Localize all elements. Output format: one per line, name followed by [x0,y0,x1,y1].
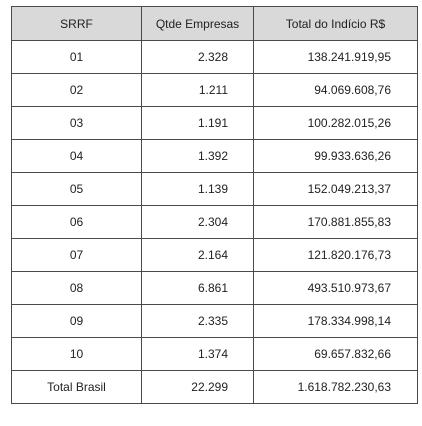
cell-total: 69.657.832,66 [253,337,418,371]
table-row: 10 1.374 69.657.832,66 [11,337,418,371]
table-container: SRRF Qtde Empresas Total do Indício R$ 0… [11,6,418,404]
cell-qtde: 2.328 [141,40,254,74]
table-total-row: Total Brasil 22.299 1.618.782.230,63 [11,370,418,404]
cell-srrf: 05 [11,172,142,206]
cell-qtde: 1.374 [141,337,254,371]
table-row: 07 2.164 121.820.176,73 [11,238,418,272]
table-row: 09 2.335 178.334.998,14 [11,304,418,338]
header-row: SRRF Qtde Empresas Total do Indício R$ [11,6,418,41]
cell-total: 152.049.213,37 [253,172,418,206]
cell-qtde: 1.139 [141,172,254,206]
cell-srrf: 10 [11,337,142,371]
cell-qtde: 1.392 [141,139,254,173]
cell-qtde: 2.335 [141,304,254,338]
cell-total: 138.241.919,95 [253,40,418,74]
table-row: 06 2.304 170.881.855,83 [11,205,418,239]
cell-srrf: 02 [11,73,142,107]
cell-total: 100.282.015,26 [253,106,418,140]
table-header: SRRF Qtde Empresas Total do Indício R$ [11,6,418,41]
cell-total: 94.069.608,76 [253,73,418,107]
header-qtde-empresas: Qtde Empresas [141,6,254,41]
cell-srrf: 08 [11,271,142,305]
cell-total-qtde: 22.299 [141,370,254,404]
cell-total-value: 1.618.782.230,63 [253,370,418,404]
cell-srrf: 06 [11,205,142,239]
cell-qtde: 2.304 [141,205,254,239]
table-row: 02 1.211 94.069.608,76 [11,73,418,107]
table-row: 08 6.861 493.510.973,67 [11,271,418,305]
cell-srrf: 04 [11,139,142,173]
cell-qtde: 1.211 [141,73,254,107]
table-row: 05 1.139 152.049.213,37 [11,172,418,206]
srrf-table: SRRF Qtde Empresas Total do Indício R$ 0… [11,6,418,404]
cell-total: 99.933.636,26 [253,139,418,173]
header-srrf: SRRF [11,6,142,41]
cell-total-label: Total Brasil [11,370,142,404]
cell-total: 170.881.855,83 [253,205,418,239]
cell-srrf: 03 [11,106,142,140]
cell-qtde: 2.164 [141,238,254,272]
table-body: 01 2.328 138.241.919,95 02 1.211 94.069.… [11,40,418,404]
cell-srrf: 07 [11,238,142,272]
cell-srrf: 01 [11,40,142,74]
table-row: 03 1.191 100.282.015,26 [11,106,418,140]
table-row: 01 2.328 138.241.919,95 [11,40,418,74]
header-total-indicio: Total do Indício R$ [253,6,418,41]
cell-total: 178.334.998,14 [253,304,418,338]
cell-total: 121.820.176,73 [253,238,418,272]
cell-qtde: 6.861 [141,271,254,305]
table-row: 04 1.392 99.933.636,26 [11,139,418,173]
cell-qtde: 1.191 [141,106,254,140]
cell-total: 493.510.973,67 [253,271,418,305]
cell-srrf: 09 [11,304,142,338]
